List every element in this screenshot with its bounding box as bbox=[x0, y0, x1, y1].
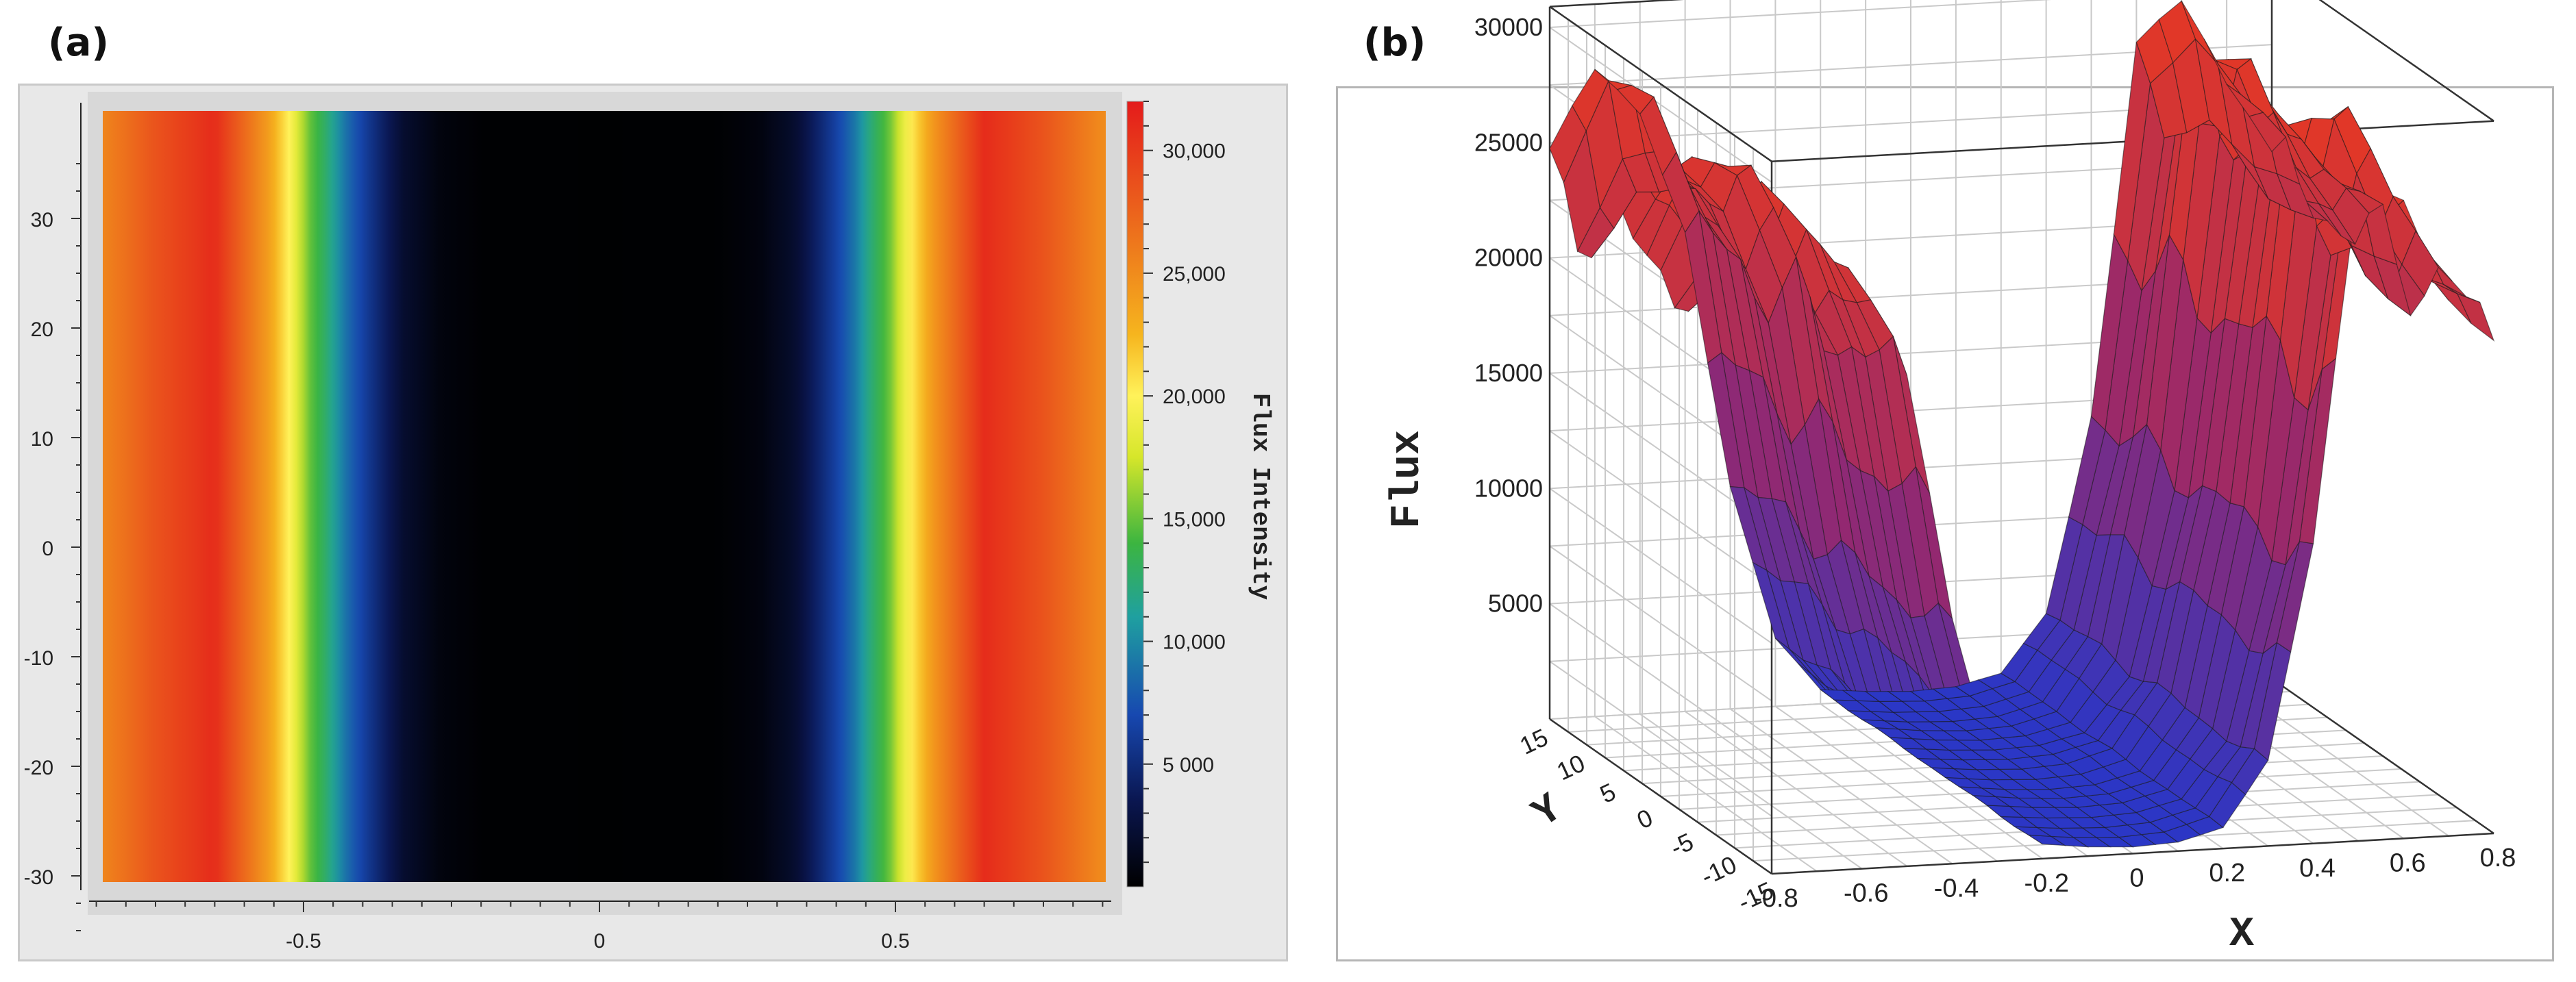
heatmap-y-tick-label: -30 bbox=[24, 866, 53, 889]
box-edge bbox=[1549, 718, 1772, 875]
colorbar-tick-label: 25,000 bbox=[1163, 263, 1226, 286]
heatmap-x-tick-label: -0.5 bbox=[286, 930, 321, 953]
x-tick-label: 0.2 bbox=[2209, 859, 2245, 887]
y-tick-label: -5 bbox=[1666, 827, 1698, 862]
colorbar-tick-label: 20,000 bbox=[1163, 386, 1226, 408]
x-tick-label: 0.4 bbox=[2299, 854, 2336, 883]
y-axis-title: Y bbox=[1524, 786, 1572, 838]
box-edge bbox=[2271, 677, 2494, 835]
back-wall-grid-line bbox=[1549, 0, 2052, 28]
x-tick-label: -0.2 bbox=[2024, 869, 2069, 898]
y-tick-label: 0 bbox=[1633, 803, 1657, 835]
z-tick-label: 20000 bbox=[1474, 244, 1543, 272]
box-edge bbox=[2318, 0, 2494, 122]
y-tick-label: 5 bbox=[1596, 777, 1620, 809]
heatmap-y-tick-label: -10 bbox=[24, 647, 53, 670]
heatmap-y-tick-label: 0 bbox=[42, 538, 53, 560]
z-axis-title: Flux bbox=[1385, 430, 1431, 529]
heatmap-y-tick-label: 10 bbox=[31, 428, 53, 451]
x-tick-label: 0.6 bbox=[2390, 848, 2426, 877]
x-tick-label: -0.4 bbox=[1934, 874, 1979, 903]
x-tick-label: 0 bbox=[2129, 864, 2144, 893]
heatmap-image bbox=[103, 111, 1106, 882]
panel-label-b: (b) bbox=[1363, 21, 1426, 65]
colorbar bbox=[1126, 101, 1144, 887]
colorbar-tick-label: 5 000 bbox=[1163, 754, 1214, 777]
x-tick-label: 0.8 bbox=[2480, 844, 2516, 872]
heatmap-chart: 30 20 10 0 -10 -20 -30 -0.5 0 0.5 30,000 25,000 20,0… bbox=[24, 92, 1274, 953]
z-tick-label: 10000 bbox=[1474, 474, 1543, 502]
z-tick-label: 5000 bbox=[1488, 590, 1543, 618]
heatmap-y-tick-label: 30 bbox=[31, 209, 53, 231]
surface-chart: 30000 25000 20000 15000 10000 5000 -0.8 -0.6 -0.… bbox=[1385, 0, 2516, 958]
panel-label-a: (a) bbox=[48, 21, 109, 65]
y-tick-label: 15 bbox=[1515, 723, 1552, 760]
box-edge bbox=[1549, 5, 1772, 162]
y-tick-label: -10 bbox=[1696, 850, 1740, 890]
z-tick-label: 15000 bbox=[1474, 359, 1543, 387]
colorbar-tick-label: 15,000 bbox=[1163, 508, 1226, 531]
x-tick-label: -0.8 bbox=[1753, 884, 1798, 913]
colorbar-tick-label: 10,000 bbox=[1163, 631, 1226, 654]
surface-patch bbox=[2249, 112, 2287, 153]
colorbar-tick-label: 30,000 bbox=[1163, 140, 1226, 163]
heatmap-x-tick-label: 0 bbox=[594, 930, 606, 953]
x-axis-title: X bbox=[2229, 911, 2254, 958]
colorbar-label: Flux Intensity bbox=[1246, 393, 1274, 600]
heatmap-x-tick-label: 0.5 bbox=[881, 930, 910, 953]
heatmap-y-tick-label: -20 bbox=[24, 757, 53, 779]
surface-mesh bbox=[1549, 0, 2495, 848]
y-tick-label: 10 bbox=[1552, 748, 1589, 785]
z-tick-label: 25000 bbox=[1474, 128, 1543, 156]
z-tick-label: 30000 bbox=[1474, 13, 1543, 41]
heatmap-y-tick-label: 20 bbox=[31, 318, 53, 341]
box-edge bbox=[1771, 832, 2494, 875]
x-tick-label: -0.6 bbox=[1844, 879, 1888, 908]
